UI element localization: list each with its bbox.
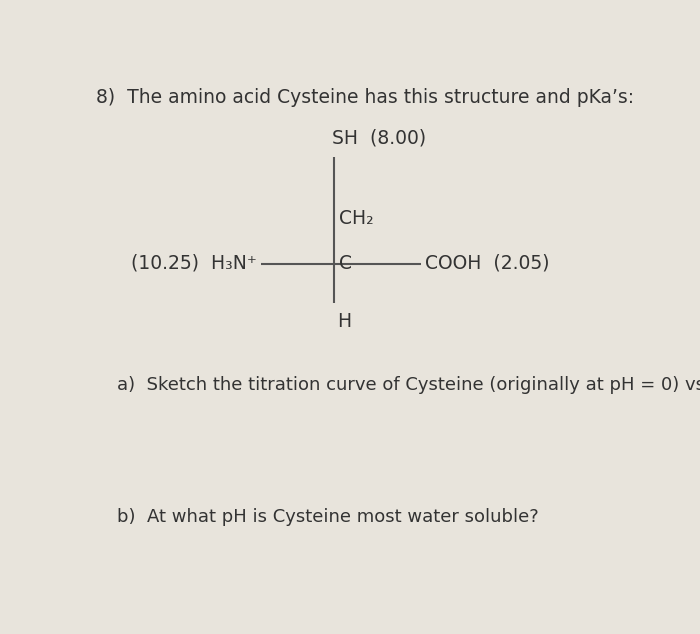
Text: b)  At what pH is Cysteine most water soluble?: b) At what pH is Cysteine most water sol… (118, 508, 539, 526)
Text: (10.25)  H₃N⁺: (10.25) H₃N⁺ (131, 254, 257, 273)
Text: a)  Sketch the titration curve of Cysteine (originally at pH = 0) vs. NaOH.: a) Sketch the titration curve of Cystein… (118, 377, 700, 394)
Text: 8)  The amino acid Cysteine has this structure and pKa’s:: 8) The amino acid Cysteine has this stru… (96, 88, 634, 107)
Text: H: H (337, 312, 351, 331)
Text: C: C (339, 254, 351, 273)
Text: CH₂: CH₂ (339, 209, 373, 228)
Text: SH  (8.00): SH (8.00) (332, 129, 426, 148)
Text: COOH  (2.05): COOH (2.05) (426, 254, 550, 273)
